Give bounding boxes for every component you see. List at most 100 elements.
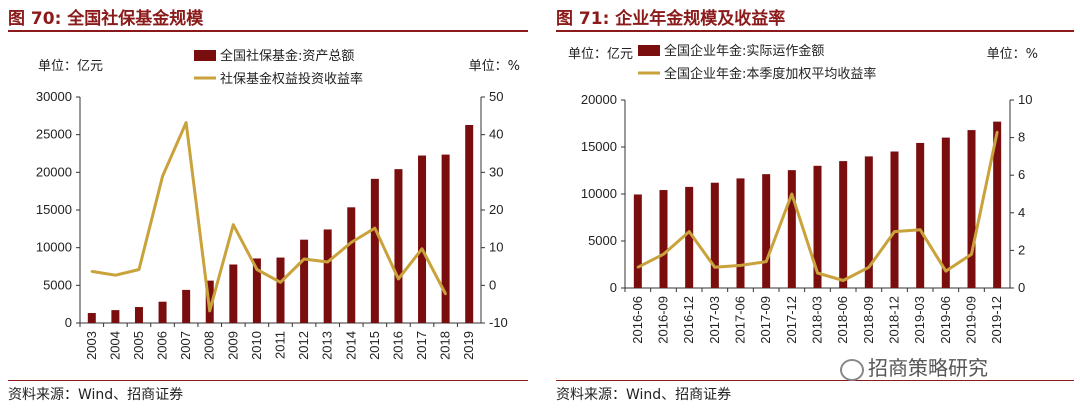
line-point <box>255 268 259 271</box>
right-tick-label: 2 <box>1018 242 1025 257</box>
line-point <box>662 252 665 256</box>
footer-divider <box>556 380 1074 381</box>
line-point <box>161 174 164 178</box>
legend-swatch-bar <box>194 50 216 61</box>
x-tick-label: 2018-03 <box>810 296 825 344</box>
bar <box>465 124 474 324</box>
title-divider <box>556 30 1074 32</box>
x-tick-label: 2016-09 <box>656 296 671 344</box>
bar <box>633 194 642 288</box>
line-point <box>232 223 235 226</box>
x-tick-label: 2019-09 <box>964 296 979 344</box>
x-tick-label: 2017 <box>414 331 429 360</box>
x-tick-label: 2016 <box>390 331 405 360</box>
line-point <box>137 268 141 271</box>
x-tick-label: 2017-12 <box>784 296 799 344</box>
line-point <box>90 270 93 273</box>
bar <box>710 182 719 288</box>
line-point <box>816 271 819 275</box>
x-tick-label: 2013 <box>320 331 335 360</box>
bar <box>685 186 694 288</box>
bar <box>182 289 191 323</box>
left-tick-label: 30000 <box>36 89 72 104</box>
x-tick-label: 2018-12 <box>887 296 902 344</box>
bar <box>813 165 822 288</box>
bar <box>323 229 332 323</box>
bar <box>967 130 976 288</box>
chart-panel-enterprise-annuity: 图 71: 企业年金规模及收益率 单位：亿元 单位：% 0 5000 10000 1500… <box>548 0 1080 412</box>
left-unit-label: 单位：亿元 <box>38 59 103 74</box>
line-point <box>918 228 922 231</box>
x-tick-label: 2018 <box>438 331 453 360</box>
right-tick-label: 6 <box>1018 167 1025 182</box>
watermark-text: 招商策略研究 <box>868 356 988 380</box>
x-tick-label: 2009 <box>225 331 240 360</box>
x-tick-label: 2005 <box>131 331 146 360</box>
enterprise-annuity-chart: 单位：亿元 单位：% 0 5000 10000 15000 20000 0 2 4 6 8 10 2016… <box>568 43 1038 344</box>
source-note: 资料来源：Wind、招商证券 <box>556 387 732 403</box>
x-tick-label: 2017-03 <box>707 296 722 344</box>
footer-divider <box>8 380 528 381</box>
chart-title: 图 71: 企业年金规模及收益率 <box>556 9 786 29</box>
x-tick-label: 2019-03 <box>912 296 927 344</box>
line-point <box>944 269 948 273</box>
right-tick-label: 0 <box>1018 280 1025 295</box>
chart-panel-social-security: 图 70: 全国社保基金规模 单位：亿元 单位：% 0 5000 10000 15000 2… <box>0 0 534 412</box>
bar <box>276 257 285 323</box>
line-point <box>326 260 329 264</box>
line-point <box>397 277 400 281</box>
x-tick-label: 2019-12 <box>989 296 1004 344</box>
legend-swatch-bar <box>638 45 660 56</box>
line-point <box>893 230 896 233</box>
bar <box>890 151 899 288</box>
bar <box>659 190 668 288</box>
x-tick-label: 2018-09 <box>861 296 876 344</box>
left-unit-label: 单位：亿元 <box>568 47 633 62</box>
line-point <box>279 281 282 284</box>
left-tick-label: 20000 <box>581 92 617 107</box>
right-unit-label: 单位：% <box>469 59 520 74</box>
right-tick-label: -10 <box>489 315 508 330</box>
line-point <box>739 264 742 267</box>
left-tick-label: 15000 <box>581 139 617 154</box>
x-tick-label: 2006 <box>155 331 170 360</box>
line-series <box>91 121 447 313</box>
social-security-chart: 单位：亿元 单位：% 0 5000 10000 15000 20000 25000 30000 -… <box>36 48 520 360</box>
left-tick-label: 10000 <box>36 240 72 255</box>
left-tick-label: 25000 <box>36 127 72 142</box>
bar <box>87 313 96 323</box>
left-tick-label: 5000 <box>588 233 617 248</box>
line-point <box>184 121 188 124</box>
legend-label: 全国企业年金:实际运作金额 <box>664 43 824 59</box>
x-tick-label: 2003 <box>84 331 99 360</box>
x-tick-label: 2017-06 <box>733 296 748 344</box>
line-point <box>713 266 717 269</box>
line-point <box>420 247 424 250</box>
bar <box>787 170 796 288</box>
x-tick-label: 2015 <box>367 331 382 360</box>
line-point <box>444 292 447 296</box>
chart-title: 图 70: 全国社保基金规模 <box>8 9 204 29</box>
bar <box>993 121 1002 289</box>
line-point <box>687 230 691 233</box>
line-point <box>114 273 117 277</box>
legend-label: 社保基金权益投资收益率 <box>220 71 363 87</box>
right-tick-label: 10 <box>489 240 503 255</box>
bar <box>839 161 848 288</box>
legend-label: 全国社保基金:资产总额 <box>220 48 354 64</box>
bar <box>229 264 238 323</box>
line-point <box>764 260 768 263</box>
right-unit-label: 单位：% <box>987 47 1038 62</box>
x-tick-label: 2014 <box>343 331 358 360</box>
source-note: 资料来源：Wind、招商证券 <box>8 387 184 403</box>
left-tick-label: 20000 <box>36 164 72 179</box>
watermark: 招商策略研究 <box>840 352 988 381</box>
line-point <box>841 279 845 282</box>
right-tick-label: 40 <box>489 127 503 142</box>
line-point <box>790 192 794 196</box>
x-tick-label: 2012 <box>296 331 311 360</box>
left-tick-label: 0 <box>65 315 72 330</box>
bar <box>158 301 167 323</box>
line-point <box>867 266 871 269</box>
bar <box>370 178 379 323</box>
